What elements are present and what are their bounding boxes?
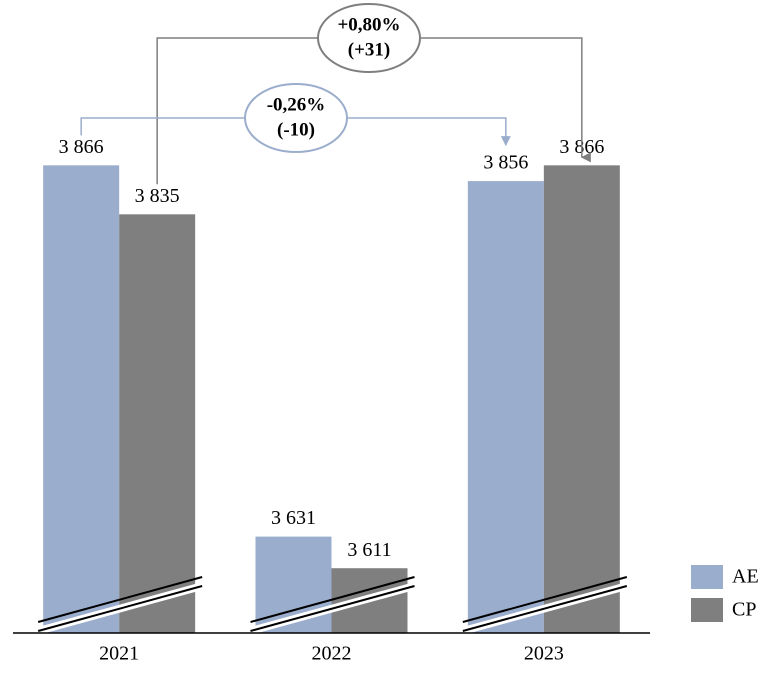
axis-break-line — [462, 576, 628, 623]
value-label: 3 835 — [135, 185, 180, 207]
bar — [43, 165, 120, 633]
annotation-bubble — [244, 83, 348, 153]
value-label: 3 611 — [347, 539, 391, 561]
bar — [543, 165, 620, 633]
value-label: 3 631 — [271, 507, 316, 529]
annotation-text: (+31) — [348, 39, 390, 60]
x-tick-label: 2021 — [99, 643, 139, 665]
axis-break-line — [462, 585, 628, 632]
annotation-text: (-10) — [277, 119, 315, 140]
annotation-bubble — [317, 3, 421, 73]
legend-swatch — [691, 565, 723, 589]
annotation-text: -0,26% — [267, 94, 326, 115]
value-label: 3 866 — [59, 136, 104, 158]
bar — [119, 214, 196, 634]
legend-label: AE — [732, 566, 759, 588]
value-label: 3 856 — [483, 152, 528, 174]
axis-break-line — [250, 576, 415, 623]
axis-break-line — [37, 585, 203, 632]
axis-break-line — [37, 576, 203, 623]
bar — [467, 181, 544, 633]
legend-label: CP — [732, 599, 756, 621]
x-tick-label: 2023 — [524, 643, 564, 665]
x-tick-label: 2022 — [312, 643, 352, 665]
annotation-text: +0,80% — [337, 14, 400, 35]
axis-break-line — [250, 585, 415, 632]
legend-swatch — [691, 598, 723, 622]
